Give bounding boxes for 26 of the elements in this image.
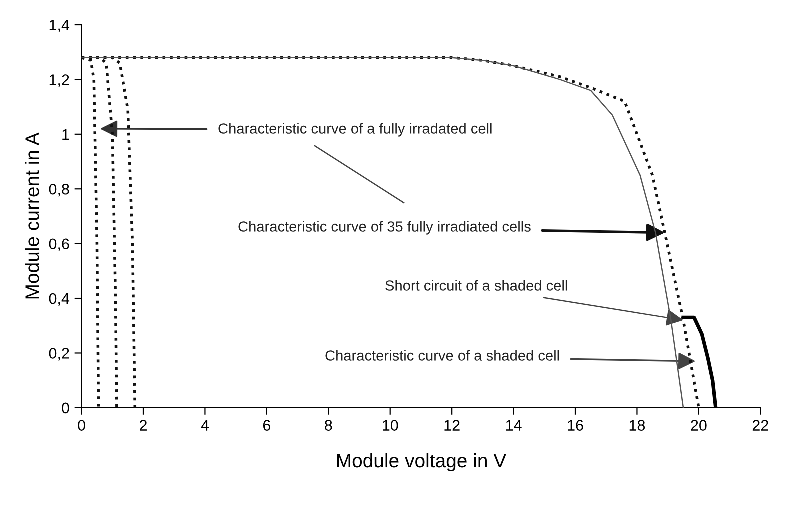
y-tick-label: 0,8 bbox=[49, 184, 70, 197]
y-tick-label: 0,6 bbox=[49, 238, 70, 252]
x-tick-label: 20 bbox=[691, 420, 707, 431]
x-tick-label: 14 bbox=[506, 420, 522, 431]
y-tick-label: 1,4 bbox=[50, 20, 70, 32]
annotation: Characteristic curve of a shaded cell bbox=[326, 350, 560, 361]
x-axis-title: Module voltage in V bbox=[337, 453, 507, 472]
annotation: Characteristic curve of a fully irradated cell bbox=[218, 123, 492, 137]
y-tick-label: 1,2 bbox=[50, 74, 70, 88]
y-tick-label: 0,4 bbox=[49, 293, 70, 306]
y-tick-label: 0 bbox=[62, 402, 70, 414]
annotation: Short circuit of a shaded cell bbox=[386, 280, 568, 291]
x-tick-label: 6 bbox=[263, 420, 271, 431]
y-axis-title: Module current in A bbox=[25, 132, 40, 299]
y-tick-label: 0,2 bbox=[49, 348, 70, 361]
x-tick-label: 18 bbox=[630, 420, 646, 431]
x-tick-label: 16 bbox=[568, 420, 584, 431]
annotation: Characteristic curve of 35 fully irradiated cells bbox=[238, 221, 531, 235]
x-tick-label: 2 bbox=[140, 420, 147, 431]
x-tick-label: 4 bbox=[201, 420, 210, 431]
x-tick-label: 22 bbox=[752, 420, 768, 431]
x-tick-label: 12 bbox=[444, 420, 460, 431]
y-tick-label: 1 bbox=[62, 129, 70, 140]
x-tick-label: 8 bbox=[325, 420, 332, 431]
x-tick-label: 10 bbox=[383, 420, 398, 431]
x-tick-label: 0 bbox=[78, 420, 86, 431]
